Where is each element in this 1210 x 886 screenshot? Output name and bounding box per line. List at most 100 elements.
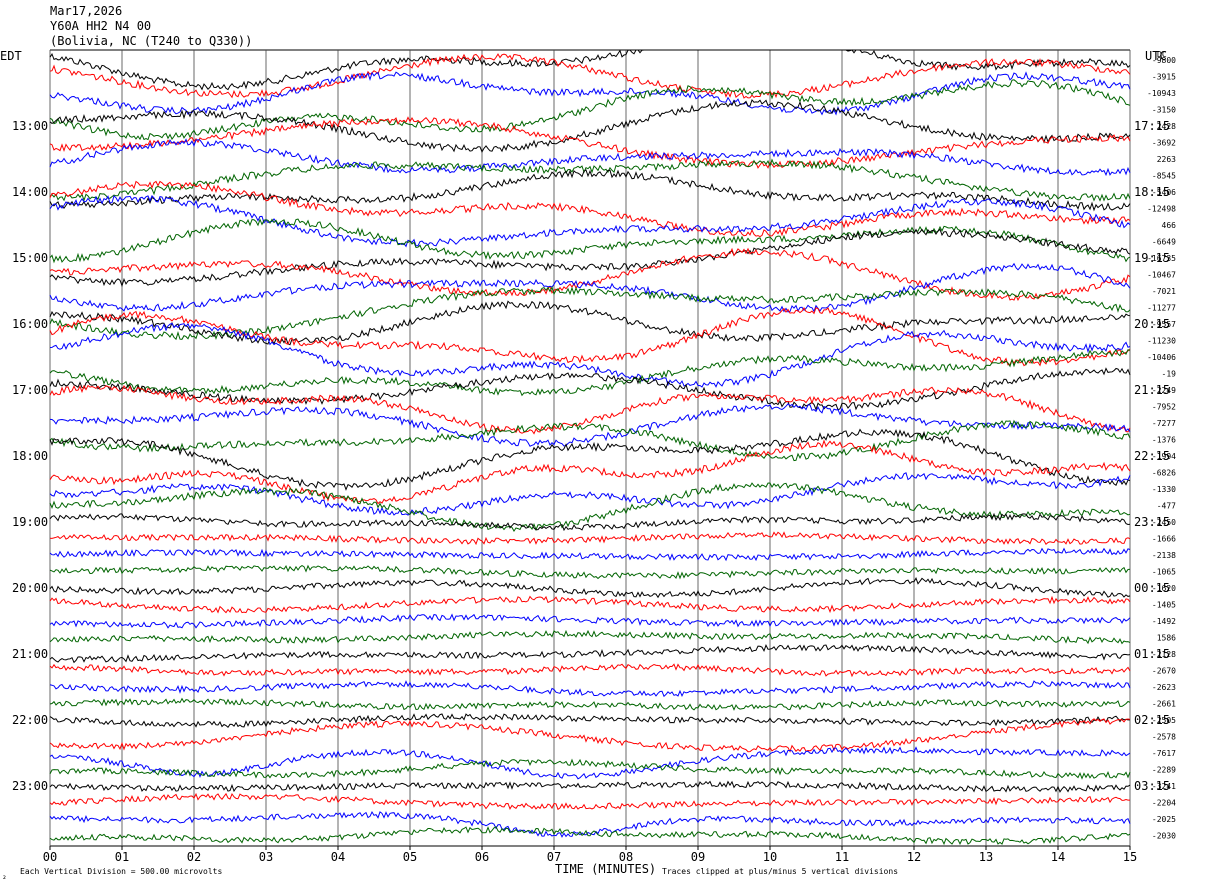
- x-tick-label-09: 09: [691, 850, 705, 864]
- left-hour-label: 21:00: [12, 647, 48, 661]
- x-tick-label-06: 06: [475, 850, 489, 864]
- trace-offset-label: -10406: [1147, 353, 1176, 362]
- trace-45: [49, 780, 1131, 793]
- trace-offset-label: -5406: [1152, 188, 1176, 197]
- trace-24: [49, 419, 1131, 462]
- trace-offset-label: -6826: [1152, 469, 1176, 478]
- trace-offset-label: -2025: [1152, 815, 1176, 824]
- left-hour-label: 22:00: [12, 713, 48, 727]
- right-hour-label: 22:15: [1134, 449, 1170, 463]
- trace-offset-label: -1330: [1152, 485, 1176, 494]
- trace-39: [49, 680, 1131, 698]
- trace-offset-label: -2138: [1152, 551, 1176, 560]
- left-hour-label: 14:00: [12, 185, 48, 199]
- axis-labels: 00 01 02 03 04 05 06 07 08 09 10 11 12 13 14 15 -9800 -39…: [12, 56, 1176, 864]
- offset-unit-label: DC: [1157, 50, 1167, 59]
- trace-33: [49, 577, 1131, 599]
- trace-offset-label: -2505: [1152, 716, 1176, 725]
- trace-offset-label: -7277: [1152, 419, 1176, 428]
- trace-offset-label: -2670: [1152, 667, 1176, 676]
- trace-offset-label: -9800: [1152, 56, 1176, 65]
- trace-3: [49, 71, 1131, 116]
- trace-offset-label: -2249: [1152, 386, 1176, 395]
- right-hour-label: 18:15: [1134, 185, 1170, 199]
- trace-9: [49, 169, 1131, 212]
- trace-offset-label: -10467: [1147, 271, 1176, 280]
- trace-22: [49, 384, 1131, 435]
- scale-note: Each Vertical Division = 500.00 microvol…: [20, 867, 222, 876]
- left-hour-label: 13:00: [12, 119, 48, 133]
- trace-offset-label: -2289: [1152, 766, 1176, 775]
- trace-40: [49, 697, 1131, 711]
- trace-offset-label: -3915: [1152, 73, 1176, 82]
- trace-17: [49, 300, 1131, 346]
- right-hour-label: 02:15: [1134, 713, 1170, 727]
- trace-8: [49, 158, 1131, 202]
- right-hour-label: 03:15: [1134, 779, 1170, 793]
- trace-26: [49, 439, 1131, 505]
- trace-44: [49, 758, 1131, 780]
- right-hour-label: 21:15: [1134, 383, 1170, 397]
- trace-offset-label: -19: [1162, 370, 1177, 379]
- trace-43: [49, 746, 1131, 780]
- x-axis-title: TIME (MINUTES): [555, 862, 656, 876]
- trace-offset-label: -10943: [1147, 89, 1176, 98]
- trace-offset-label: -8545: [1152, 172, 1176, 181]
- trace-48: [49, 826, 1131, 846]
- x-tick-label-05: 05: [403, 850, 417, 864]
- trace-42: [49, 718, 1131, 753]
- trace-offset-label: -2204: [1152, 799, 1176, 808]
- trace-23: [49, 403, 1131, 447]
- left-hour-label: 19:00: [12, 515, 48, 529]
- x-tick-label-04: 04: [331, 850, 345, 864]
- trace-offset-label: -1376: [1152, 436, 1176, 445]
- trace-offset-label: -6649: [1152, 238, 1176, 247]
- trace-35: [49, 613, 1131, 629]
- x-tick-label-07: 07: [547, 850, 561, 864]
- trace-offset-label: -2623: [1152, 683, 1176, 692]
- trace-offset-label: -1620: [1152, 584, 1176, 593]
- x-tick-label-10: 10: [763, 850, 777, 864]
- trace-offset-label: -11230: [1147, 337, 1176, 346]
- left-hour-label: 18:00: [12, 449, 48, 463]
- trace-30: [49, 531, 1131, 546]
- trace-10: [49, 180, 1131, 238]
- trace-28: [49, 482, 1131, 532]
- x-tick-label-01: 01: [115, 850, 129, 864]
- trace-5: [49, 99, 1131, 153]
- x-tick-label-12: 12: [907, 850, 921, 864]
- trace-offset-label: -16735: [1147, 254, 1176, 263]
- trace-41: [49, 713, 1130, 729]
- x-tick-label-02: 02: [187, 850, 201, 864]
- seismic-traces: [49, 49, 1131, 846]
- trace-31: [49, 547, 1131, 562]
- trace-2: [49, 53, 1131, 99]
- trace-20: [49, 349, 1131, 397]
- trace-offset-label: -2450: [1152, 518, 1176, 527]
- trace-offset-label: -1666: [1152, 535, 1176, 544]
- right-hour-label: 23:15: [1134, 515, 1170, 529]
- trace-36: [49, 629, 1131, 645]
- trace-1: [49, 49, 1131, 91]
- trace-offset-label: 2263: [1157, 155, 1176, 164]
- left-hour-label: 15:00: [12, 251, 48, 265]
- trace-offset-label: -1994: [1152, 452, 1176, 461]
- trace-offset-label: 1586: [1157, 634, 1176, 643]
- trace-15: [49, 262, 1131, 313]
- trace-offset-label: 2428: [1157, 122, 1176, 131]
- right-hour-label: 17:15: [1134, 119, 1170, 133]
- trace-offset-label: -9557: [1152, 320, 1176, 329]
- x-tick-label-00: 00: [43, 850, 57, 864]
- x-tick-label-11: 11: [835, 850, 849, 864]
- station-label: Y60A HH2 N4 00: [50, 19, 151, 33]
- trace-offset-label: -2578: [1152, 733, 1176, 742]
- trace-offset-label: -2030: [1152, 832, 1176, 841]
- clip-note: Traces clipped at plus/minus 5 vertical …: [662, 867, 898, 876]
- trace-4: [49, 79, 1131, 141]
- trace-12: [49, 218, 1131, 264]
- trace-offset-label: -3241: [1152, 782, 1176, 791]
- trace-7: [49, 138, 1131, 177]
- corner-mark: ₂: [2, 872, 7, 881]
- trace-37: [49, 644, 1131, 664]
- trace-27: [49, 472, 1131, 516]
